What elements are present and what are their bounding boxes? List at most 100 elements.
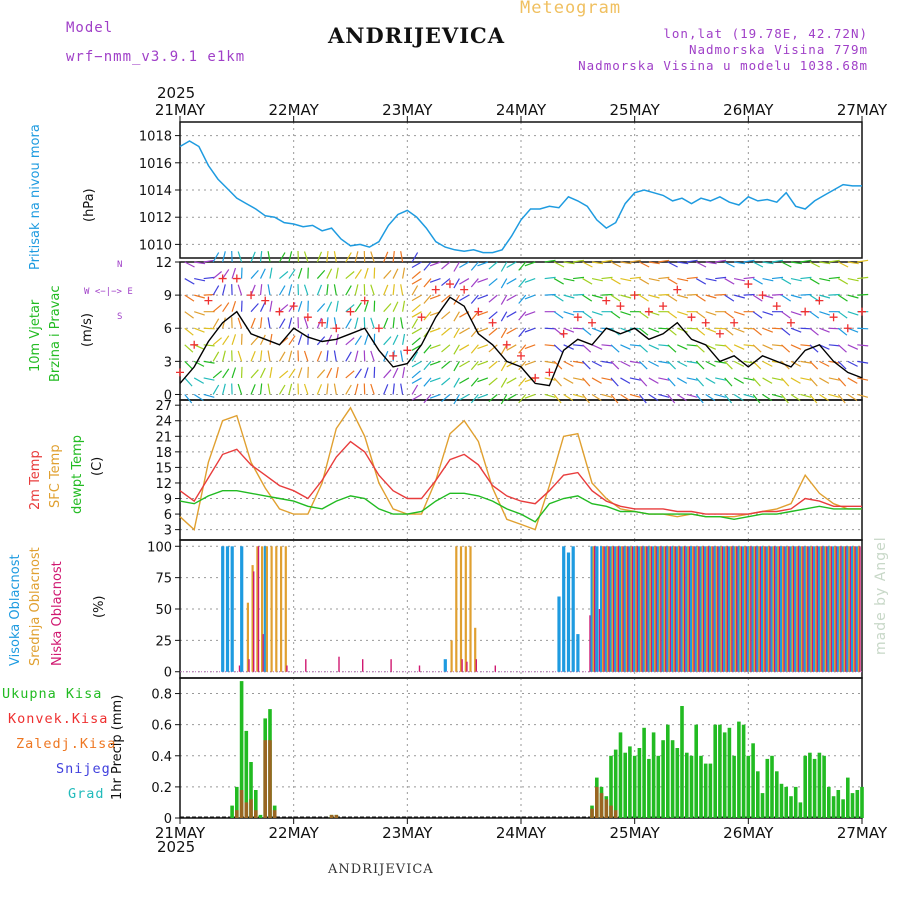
gust-marker: [673, 285, 682, 294]
wind-arrow: [193, 344, 205, 350]
cloud-mid-bar: [805, 546, 808, 672]
wind-arrow: [601, 344, 613, 347]
cloud-low-bar: [684, 546, 686, 672]
precip-total-bar: [855, 790, 860, 818]
cloud-mid-bar: [673, 546, 676, 672]
cloud-low-bar: [821, 546, 823, 672]
wind-arrow: [500, 261, 508, 272]
date-label-top: 21MAY: [155, 101, 206, 119]
cloud-mid-bar: [763, 546, 766, 672]
cloud-low-bar: [745, 546, 747, 672]
cloud-high-bar: [647, 546, 651, 672]
wind-arrow: [459, 393, 470, 401]
wind-arrow: [370, 284, 375, 296]
date-label-bottom: 25MAY: [610, 824, 661, 842]
date-label-bottom: 22MAY: [269, 824, 320, 842]
gust-marker: [801, 307, 810, 316]
wind-arrow: [193, 393, 204, 402]
cloud-high-bar: [604, 546, 608, 672]
wind-arrow: [364, 267, 369, 279]
y-tick-label: 1014: [139, 184, 172, 199]
wind-arrow: [411, 377, 422, 384]
wind-arrow: [345, 318, 352, 329]
wind-arrow: [724, 327, 734, 336]
wind-arrow: [518, 394, 527, 404]
wind-arrow: [857, 377, 869, 381]
compass-n: N: [117, 260, 123, 270]
y-tick-label: 6: [164, 322, 172, 337]
pressure-line: [179, 140, 862, 254]
wind-arrow: [648, 261, 660, 265]
precip-total-bar: [846, 777, 850, 818]
precip-total-bar: [249, 762, 253, 818]
gust-marker: [786, 318, 795, 327]
cloud-mid-bar: [644, 546, 647, 672]
gust-marker: [346, 307, 355, 316]
wind-arrow: [288, 368, 296, 379]
wind-arrow: [601, 360, 613, 364]
cloud-mid-bar: [744, 546, 747, 672]
wind-arrow: [790, 393, 801, 402]
precip-total-bar: [661, 740, 665, 818]
wind-arrow: [370, 350, 375, 362]
wind-arrow: [620, 377, 631, 384]
wind-arrow: [819, 261, 831, 265]
wind-arrow: [402, 333, 406, 345]
cloud-low-bar: [769, 546, 771, 672]
cloud-high-bar: [851, 546, 855, 672]
wind-arrow: [828, 276, 840, 280]
wind-arrow: [222, 251, 226, 263]
cloud-high-bar: [240, 546, 244, 672]
precip-total-bar: [803, 755, 807, 818]
gust-marker: [545, 368, 554, 377]
wind-arrow: [470, 377, 479, 387]
cloud-low-bar: [418, 665, 421, 672]
wind-arrow: [695, 344, 705, 353]
wind-arrow: [203, 360, 215, 364]
gust-marker: [517, 351, 525, 360]
wind-arrow: [667, 344, 677, 353]
cloud-high-bar: [562, 546, 566, 672]
precip-total-bar: [666, 724, 670, 818]
wind-arrow: [790, 344, 802, 350]
cloud-high-bar: [704, 546, 708, 672]
wind-arrow: [610, 344, 620, 353]
gust-marker: [772, 302, 781, 311]
cloud-low-bar: [594, 546, 596, 672]
cloud-mid-bar: [280, 546, 283, 672]
wind-arrow: [544, 276, 556, 280]
wind-arrow: [591, 344, 603, 350]
cloud-high-bar: [694, 546, 698, 672]
wind-arrow: [269, 333, 273, 345]
cloud-high-bar: [784, 546, 788, 672]
wind-arrow: [383, 303, 392, 313]
precip-conv-bar: [329, 814, 334, 818]
wind-arrow: [459, 261, 470, 269]
cloud-low-bar: [764, 546, 766, 672]
wind-arrow: [506, 311, 517, 318]
wind-arrow: [573, 344, 585, 347]
wind-arrow: [800, 259, 812, 263]
wind-arrow: [488, 311, 498, 320]
wind-arrow: [658, 377, 670, 381]
wind-arrow: [629, 344, 641, 347]
wind-arrow: [639, 278, 650, 285]
wind-arrow: [184, 327, 194, 336]
wind-arrow: [411, 261, 422, 269]
wind-arrow: [771, 259, 783, 263]
gust-marker: [403, 346, 412, 355]
gust-marker: [616, 302, 625, 311]
wind-arrow: [429, 393, 441, 399]
precip-total-bar: [694, 724, 698, 818]
cloud-low-bar: [793, 546, 795, 672]
wind-arrow: [857, 276, 869, 280]
wind-arrow: [847, 377, 858, 384]
cloud-mid-bar: [796, 546, 799, 672]
wind-arrow: [591, 311, 603, 316]
wind-arrow: [809, 394, 818, 404]
cloud-low-bar: [262, 634, 264, 672]
wind-arrow: [354, 251, 359, 263]
cloud-mid-bar: [284, 546, 287, 672]
wind-arrow: [715, 344, 727, 347]
wind-arrow: [500, 377, 508, 388]
